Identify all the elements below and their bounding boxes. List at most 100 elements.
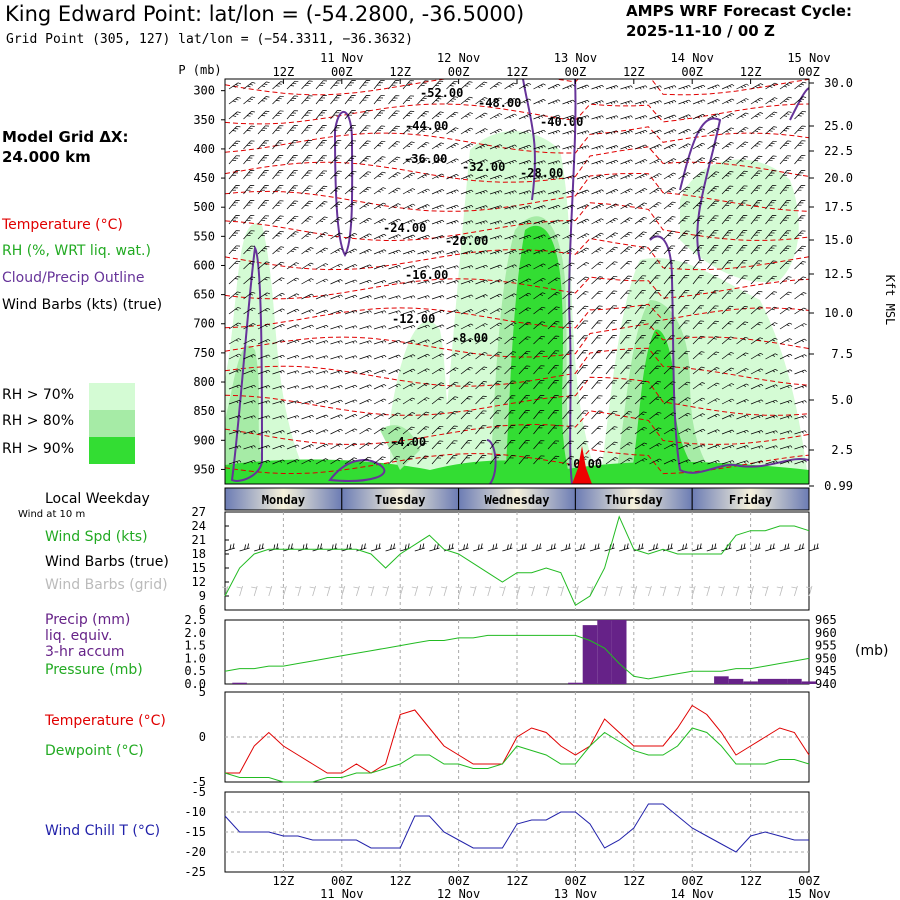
wind-barb	[736, 414, 749, 420]
wind-barb	[562, 248, 575, 255]
wind-barb	[779, 415, 793, 420]
wind-barb	[344, 370, 358, 375]
wind-barb	[257, 230, 270, 240]
wind-barb	[620, 335, 632, 345]
wind-barb	[562, 395, 574, 405]
temperature-legend: Temperature (°C)	[2, 217, 123, 233]
wind-barb	[228, 140, 241, 150]
top-date-label: 13 Nov	[554, 51, 597, 65]
wind-barb	[620, 100, 633, 105]
wind-barb	[663, 350, 676, 360]
temp-contour	[225, 79, 809, 96]
wind-barb	[765, 337, 778, 345]
grid-point-label: Grid Point (305, 127) lat/lon = (−54.331…	[6, 32, 413, 47]
wind-barb	[634, 246, 647, 255]
wind-barb	[576, 99, 590, 105]
wind-barb	[533, 277, 546, 285]
wind-barb	[315, 185, 328, 195]
wind-barb	[330, 125, 342, 135]
grid-wind-barb	[616, 585, 623, 597]
wind-barb	[736, 275, 748, 285]
wind-barb	[475, 143, 488, 150]
wind-barb	[460, 235, 474, 240]
wind-barb	[721, 414, 735, 420]
wind-barb	[344, 340, 358, 345]
chill-y-tick: -20	[184, 845, 206, 859]
grid-wind-barb	[324, 585, 331, 597]
wind-barb	[315, 140, 327, 150]
wind-barb	[417, 411, 430, 420]
wind-barb	[243, 245, 255, 255]
wind-barb	[591, 276, 604, 285]
wind-barb	[446, 280, 459, 285]
wind-barb	[620, 275, 632, 285]
wind-barb	[620, 411, 632, 420]
wind-barb	[533, 190, 546, 195]
cycle-line1: AMPS WRF Forecast Cycle:	[626, 2, 852, 20]
wind-barb	[750, 260, 763, 270]
wind-barb	[431, 126, 444, 135]
wind-barb	[257, 369, 271, 375]
wind-barb	[721, 352, 734, 360]
bottom-date-label: 11 Nov	[320, 887, 363, 900]
wind-barb	[257, 323, 271, 330]
wind-barb	[620, 426, 633, 435]
wind-barb	[402, 310, 416, 315]
wind-barb	[605, 457, 618, 465]
wind-barb	[591, 335, 603, 345]
wind-barb	[562, 320, 574, 330]
wind-barb	[562, 99, 575, 105]
wind-barb	[533, 425, 545, 435]
rh-shading-8	[630, 329, 700, 484]
wind-barb	[794, 445, 807, 450]
wind-barb	[736, 215, 748, 225]
wind-barb	[475, 159, 488, 165]
wind-barb	[286, 170, 298, 180]
wind-barb	[504, 278, 517, 285]
wind-barb	[301, 370, 314, 375]
wind-barb	[489, 205, 503, 210]
wind-barb	[475, 81, 488, 90]
wind-barb	[620, 115, 633, 120]
wind-barb	[286, 231, 299, 240]
wind-barb	[460, 294, 474, 300]
wind-barb	[446, 367, 459, 375]
wind-barb	[779, 82, 793, 90]
wind-barb	[692, 230, 705, 240]
wind-barb	[591, 232, 604, 240]
wind-barb	[330, 170, 342, 180]
wind-barb	[692, 413, 706, 420]
wind-barb	[678, 320, 690, 330]
wind-barb	[359, 95, 371, 105]
grid-wind-barb	[484, 585, 492, 597]
wind-barb	[475, 381, 487, 390]
wind-barb	[460, 323, 474, 330]
wind-barb	[315, 216, 328, 225]
precip-y-tick: 0.5	[184, 664, 206, 678]
wind-barb	[228, 276, 241, 285]
wind-chill-line	[224, 803, 809, 853]
wind-barb	[518, 292, 532, 300]
wind-barb	[402, 354, 416, 360]
grid-wind-barb	[367, 585, 375, 597]
wind-barb	[489, 190, 503, 195]
wind-barb	[692, 351, 705, 360]
wind-barb	[286, 262, 299, 270]
wind-barb	[533, 440, 545, 450]
wind-barb	[736, 336, 749, 345]
wind-y-tick: 21	[192, 533, 206, 547]
top-time-label: 00Z	[681, 65, 703, 79]
wind-barb	[605, 350, 617, 360]
wind-barb	[402, 157, 415, 165]
kft-tick: 10.0	[824, 306, 853, 320]
wind-barb	[721, 113, 735, 120]
surface-wind-barb	[224, 543, 236, 552]
bottom-time-label: 00Z	[681, 874, 703, 888]
wind-barb	[301, 247, 314, 255]
wind-barb	[272, 459, 285, 465]
wind-barb	[330, 428, 343, 435]
wind-barb	[359, 248, 372, 255]
wind-barb	[547, 277, 561, 285]
wind-barb	[417, 368, 430, 375]
wind-barb	[301, 185, 313, 195]
